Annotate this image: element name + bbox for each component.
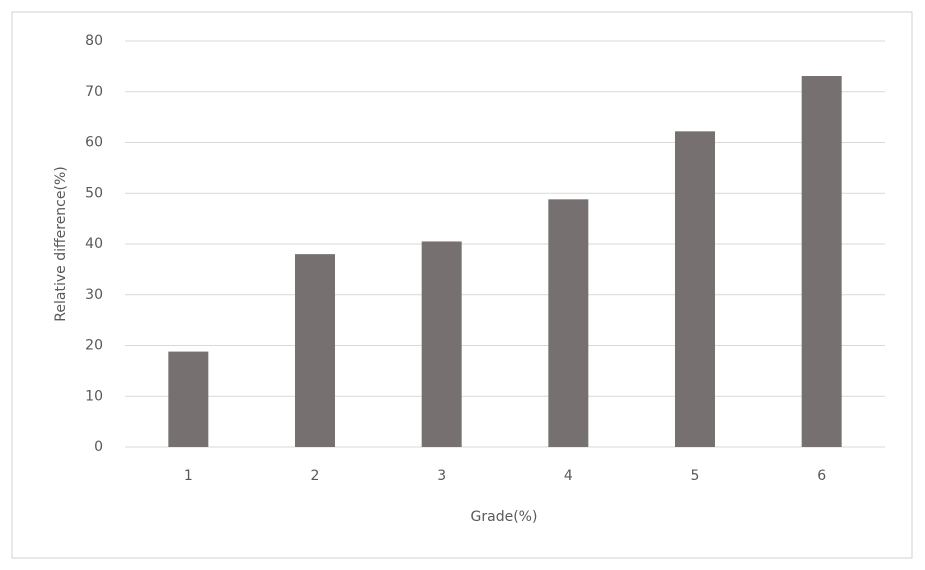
y-tick-label: 80 bbox=[85, 33, 103, 49]
y-tick-label: 20 bbox=[85, 338, 103, 354]
bar bbox=[801, 76, 842, 447]
y-tick-label: 50 bbox=[85, 185, 103, 201]
x-tick-label: 4 bbox=[564, 468, 573, 484]
x-tick-label: 5 bbox=[691, 468, 700, 484]
x-tick-label: 6 bbox=[817, 468, 826, 484]
y-tick-label: 40 bbox=[85, 236, 103, 252]
chart-border bbox=[11, 11, 913, 559]
y-tick-label: 70 bbox=[85, 84, 103, 100]
x-tick-label: 2 bbox=[311, 468, 320, 484]
x-tick-label: 3 bbox=[437, 468, 446, 484]
x-tick-label: 1 bbox=[184, 468, 193, 484]
y-axis-label: Relative difference(%) bbox=[53, 166, 69, 321]
bar bbox=[168, 351, 209, 447]
bar bbox=[675, 131, 715, 447]
y-tick-label: 0 bbox=[94, 439, 103, 455]
bar bbox=[548, 199, 589, 447]
y-tick-label: 10 bbox=[85, 388, 103, 404]
bar bbox=[421, 241, 462, 447]
y-tick-label: 30 bbox=[85, 287, 103, 303]
y-tick-label: 60 bbox=[85, 135, 103, 151]
bar bbox=[295, 254, 335, 447]
x-axis-label: Grade(%) bbox=[471, 509, 538, 525]
